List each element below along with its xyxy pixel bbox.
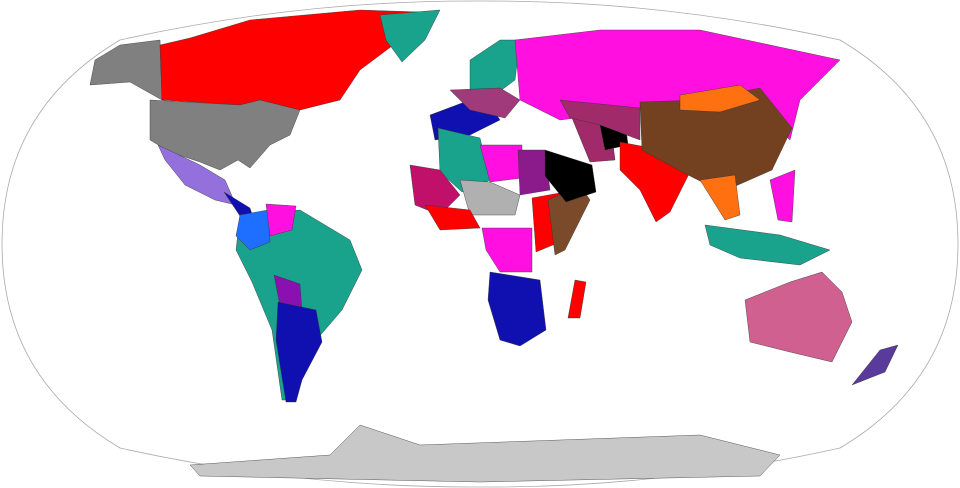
region-australia bbox=[744, 271, 853, 363]
region-europe-central bbox=[449, 87, 521, 119]
region-venezuela bbox=[265, 203, 297, 237]
region-new-zealand bbox=[851, 344, 899, 386]
region-saudi bbox=[544, 149, 597, 203]
region-southern-africa bbox=[487, 271, 547, 347]
region-sudan bbox=[517, 149, 551, 196]
region-greenland bbox=[379, 9, 441, 63]
region-sahel bbox=[459, 179, 521, 216]
region-mongolia bbox=[679, 84, 761, 113]
region-southeast-asia bbox=[704, 224, 831, 266]
region-colombia bbox=[235, 209, 271, 251]
region-central-asia bbox=[559, 99, 641, 141]
region-nigeria bbox=[424, 204, 481, 231]
region-southern-cone bbox=[275, 301, 323, 403]
region-indochina bbox=[699, 174, 741, 221]
region-philippines bbox=[769, 169, 796, 223]
region-antarctica bbox=[189, 424, 781, 483]
region-madagascar bbox=[567, 279, 587, 319]
region-west-africa bbox=[409, 164, 461, 216]
region-central-africa bbox=[481, 227, 533, 273]
region-mexico bbox=[157, 144, 237, 206]
